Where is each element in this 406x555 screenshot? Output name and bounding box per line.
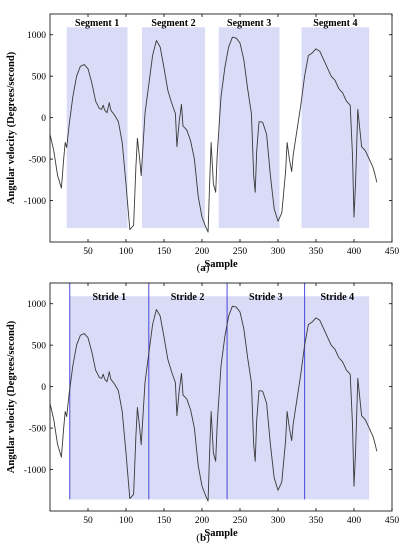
panel-a-y-tick-label-4: 500 bbox=[32, 73, 47, 83]
panel-b-y-tick-label-5: 1000 bbox=[27, 300, 46, 310]
panel-a-region-label-4: Segment 4 bbox=[313, 18, 357, 29]
panel-b-x-tick-label-3: 150 bbox=[157, 516, 172, 526]
panel-a-x-tick-label-2: 100 bbox=[119, 247, 134, 257]
panel-a-x-tick-label-3: 150 bbox=[157, 247, 172, 257]
panel-a-region-2 bbox=[141, 27, 206, 228]
panel-b-series-line bbox=[49, 305, 378, 502]
panel-a-axes-frame bbox=[49, 13, 393, 243]
panel-b-x-tick-label-4: 200 bbox=[195, 516, 210, 526]
panel-b-x-tick-label-8: 400 bbox=[347, 516, 362, 526]
panel-b-x-tick-label-2: 100 bbox=[119, 516, 134, 526]
panel-a-region-4 bbox=[301, 27, 370, 228]
panel-b-x-tick-label-1: 50 bbox=[83, 516, 93, 526]
panel-a-x-tick-label-6: 300 bbox=[271, 247, 286, 257]
panel-b-y-tick-label-1: -1000 bbox=[24, 466, 46, 476]
panel-a-y-tick-label-1: -1000 bbox=[24, 197, 46, 207]
panel-a-y-tick-label-3: 0 bbox=[41, 114, 46, 124]
caption-b: (b) bbox=[196, 532, 210, 544]
panel-a-x-tick-label-1: 50 bbox=[83, 247, 93, 257]
chart-panel-b: Stride 1 Stride 2 Stride 3 Stride 4 50 100 150… bbox=[6, 282, 400, 539]
chart-panel-a: Segment 1 Segment 2 Segment 3 Segment 4 50 10… bbox=[6, 13, 400, 270]
panel-b-y-axis-label: Angular velocity (Degrees/second) bbox=[6, 320, 17, 473]
panel-b-y-tick-label-3: 0 bbox=[41, 383, 46, 393]
panel-b-y-tick-label-2: -500 bbox=[29, 425, 47, 435]
panel-b-x-tick-label-7: 350 bbox=[309, 516, 324, 526]
panel-a-x-tick-label-5: 250 bbox=[233, 247, 248, 257]
panel-a-x-tick-label-8: 400 bbox=[347, 247, 362, 257]
panel-a-series-line bbox=[49, 36, 378, 233]
panel-b-stride-label-4: Stride 4 bbox=[320, 292, 354, 303]
panel-b-x-tick-label-9: 450 bbox=[385, 516, 400, 526]
panel-b-y-tick-label-4: 500 bbox=[32, 342, 47, 352]
panel-b-x-tick-label-5: 250 bbox=[233, 516, 248, 526]
panel-b-stride-label-1: Stride 1 bbox=[92, 292, 126, 303]
panel-b-region-1 bbox=[69, 296, 370, 500]
panel-b-stride-label-2: Stride 2 bbox=[171, 292, 205, 303]
panel-a-region-label-3: Segment 3 bbox=[227, 18, 271, 29]
panel-a-x-tick-label-9: 450 bbox=[385, 247, 400, 257]
caption-b-letter: b bbox=[200, 532, 206, 544]
panel-b-axes-frame bbox=[49, 282, 393, 512]
panel-a-region-3 bbox=[218, 27, 280, 228]
panel-a-region-label-1: Segment 1 bbox=[75, 18, 119, 29]
panel-a-x-tick-label-4: 200 bbox=[195, 247, 210, 257]
caption-a-letter: a bbox=[200, 262, 206, 274]
panel-a-x-axis-label: Sample bbox=[204, 259, 238, 270]
panel-a-region-label-2: Segment 2 bbox=[151, 18, 195, 29]
panel-b-x-tick-label-6: 300 bbox=[271, 516, 286, 526]
panel-a-y-tick-label-5: 1000 bbox=[27, 31, 46, 41]
panel-a-y-tick-label-2: -500 bbox=[29, 156, 47, 166]
panel-b-x-axis-label: Sample bbox=[204, 528, 238, 539]
panel-a-y-axis-label: Angular velocity (Degrees/second) bbox=[6, 51, 17, 204]
panel-b-stride-label-3: Stride 3 bbox=[249, 292, 283, 303]
panel-a-region-1 bbox=[66, 27, 128, 228]
caption-a: (a) bbox=[197, 262, 210, 274]
panel-a-x-tick-label-7: 350 bbox=[309, 247, 324, 257]
